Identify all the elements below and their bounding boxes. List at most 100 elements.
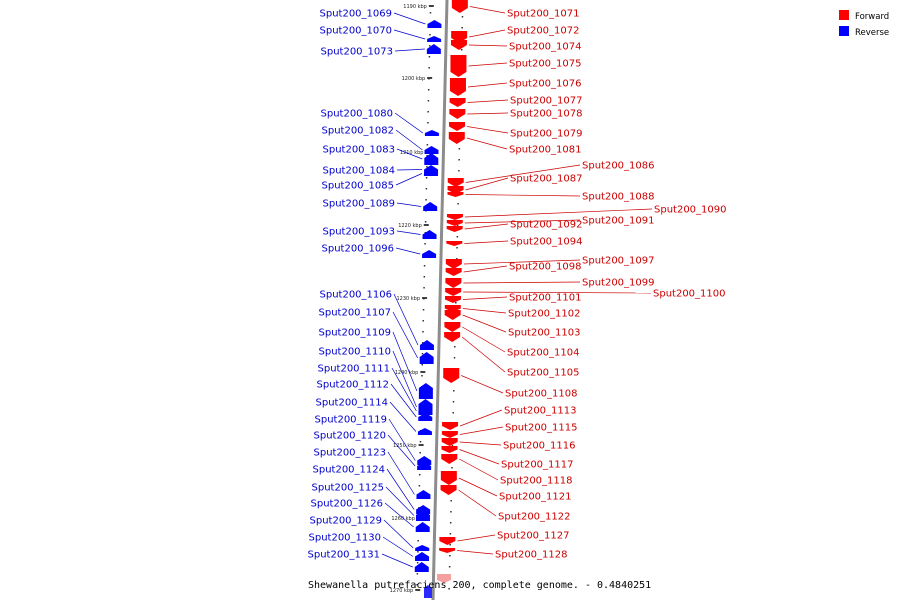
forward-gene-leader [464,223,509,230]
reverse-gene-leader [392,350,417,408]
reverse-gene-leader [389,401,417,432]
reverse-gene-leader [383,519,414,549]
forward-gene-leader [462,326,506,353]
reverse-gene-leader [392,311,418,359]
forward-gene-label: Sput200_1105 [507,368,580,379]
reverse-gene-glyph [417,456,432,465]
forward-gene-leader [468,44,508,47]
reverse-gene-glyph [422,230,437,239]
forward-gene-glyph [449,78,466,96]
tick-label: 1190 kbp [403,4,427,10]
tick-label: 1200 kbp [402,76,426,82]
minor-tick [423,287,425,289]
forward-gene-label: Sput200_1117 [501,460,574,471]
forward-gene-leader [467,112,509,115]
minor-tick [424,243,426,245]
forward-gene-glyph [449,98,466,107]
forward-gene-label: Sput200_1079 [510,129,583,140]
reverse-gene-glyph [424,165,439,174]
gene-features [414,0,468,598]
reverse-gene-label: Sput200_1112 [317,380,390,391]
tick-label: 1240 kbp [395,370,419,376]
minor-tick [451,467,453,469]
reverse-gene-label: Sput200_1069 [320,9,393,20]
minor-tick [452,401,455,403]
forward-gene-glyph [440,485,457,495]
reverse-gene-label: Sput200_1089 [323,199,396,210]
minor-tick [448,588,450,590]
forward-gene-glyph [451,0,468,13]
reverse-gene-glyph [419,340,434,350]
minor-tick [418,474,421,476]
forward-gene-label: Sput200_1091 [582,216,655,227]
reverse-gene-label: Sput200_1114 [316,398,389,409]
forward-gene-label: Sput200_1104 [507,348,580,359]
forward-gene-glyph [445,259,462,269]
reverse-gene-glyph [416,490,431,499]
reverse-gene-label: Sput200_1082 [322,126,395,137]
forward-gene-leader [462,308,507,314]
reverse-gene-label: Sput200_1085 [322,181,395,192]
forward-gene-leader [459,458,499,481]
forward-gene-leader [464,240,509,244]
reverse-gene-glyph [419,352,434,364]
forward-gene-glyph [446,226,463,232]
forward-gene-label: Sput200_1113 [504,406,577,417]
minor-tick [425,188,428,190]
forward-gene-leader [462,296,508,300]
minor-tick [426,144,429,146]
reverse-gene-label: Sput200_1073 [321,47,394,58]
minor-tick [454,346,456,348]
reverse-gene-label: Sput200_1129 [310,516,383,527]
reverse-gene-leader [396,148,423,160]
forward-gene-leader [464,208,653,218]
forward-gene-label: Sput200_1127 [497,531,570,542]
forward-gene-label: Sput200_1076 [509,79,582,90]
forward-gene-label: Sput200_1087 [510,174,583,185]
minor-tick [427,111,429,113]
minor-tick [424,221,427,223]
reverse-gene-glyph [418,413,433,421]
forward-gene-label: Sput200_1121 [499,492,572,503]
reverse-gene-glyph [424,146,439,154]
minor-tick [428,78,430,80]
forward-gene-glyph [445,278,462,288]
reverse-gene-label: Sput200_1107 [319,308,392,319]
reverse-gene-label: Sput200_1110 [319,347,392,358]
reverse-gene-label: Sput200_1123 [314,448,387,459]
forward-gene-leader [461,336,506,373]
minor-tick [456,247,458,249]
genome-caption: Shewanella putrefaciens 200, complete ge… [308,580,651,591]
forward-gene-label: Sput200_1128 [495,550,568,561]
forward-gene-glyph [445,288,462,296]
reverse-gene-label: Sput200_1131 [308,550,381,561]
minor-tick [458,159,460,161]
minor-tick [450,511,452,513]
forward-gene-label: Sput200_1094 [510,237,583,248]
legend-reverse-label: Reverse [855,28,889,38]
forward-gene-label: Sput200_1092 [510,220,583,231]
minor-tick [460,49,463,51]
reverse-gene-leader [395,129,423,151]
reverse-gene-leader [390,383,417,418]
forward-gene-leader [464,219,581,224]
minor-tick [423,276,426,278]
reverse-gene-label: Sput200_1106 [320,290,393,301]
reverse-gene-glyph [422,250,437,258]
forward-gene-leader [463,259,581,265]
reverse-gene-label: Sput200_1070 [320,26,393,37]
reverse-gene-glyph [423,171,438,176]
gene-labels: Sput200_1071 Sput200_1072 Sput200_1074 Sput… [308,6,727,568]
forward-gene-glyph [444,332,461,342]
forward-gene-leader [462,314,507,333]
tick-label: 1250 kbp [393,443,417,449]
reverse-gene-glyph [424,153,439,165]
minor-tick [451,445,454,447]
minor-tick [418,485,421,487]
minor-tick [428,67,430,69]
minor-tick [452,390,455,392]
forward-gene-leader [467,99,509,103]
reverse-gene-leader [393,293,419,346]
minor-tick [422,331,424,333]
reverse-gene-leader [395,247,421,255]
